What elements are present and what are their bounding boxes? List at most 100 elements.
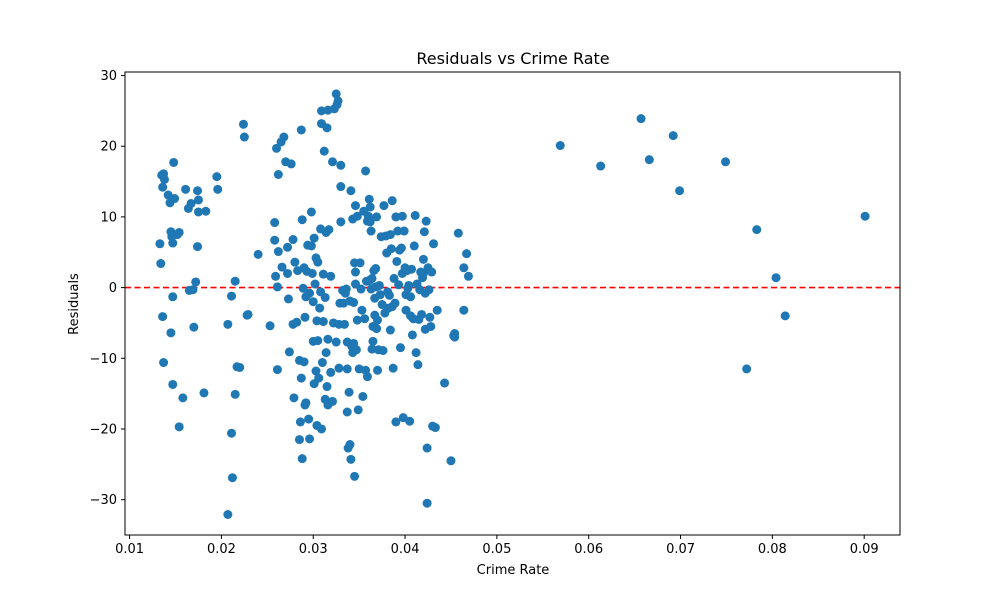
data-point [351,345,361,355]
data-point [721,157,731,167]
data-point [326,367,336,377]
data-point [394,280,404,290]
data-point [169,157,179,167]
data-point [411,348,421,358]
y-axis-label: Residuals [67,273,82,335]
data-point [305,434,315,444]
data-point [336,182,346,192]
data-point [311,366,321,376]
data-point [333,96,343,106]
x-tick-label: 0.03 [299,542,328,557]
data-point [227,473,237,483]
data-point [296,373,306,383]
data-point [253,249,263,259]
x-tick-label: 0.09 [850,542,879,557]
data-point [440,378,450,388]
data-point [283,242,293,252]
data-point [385,325,395,335]
data-point [352,315,362,325]
data-point [350,201,360,211]
data-point [375,290,385,300]
x-tick-label: 0.02 [207,542,236,557]
data-point [299,357,309,367]
data-point [156,259,166,269]
data-point [396,243,406,253]
data-point [174,227,184,237]
data-point [334,363,344,373]
data-point [309,233,319,243]
data-point [422,498,432,508]
data-point [186,198,196,208]
data-point [297,454,307,464]
data-point [243,309,253,319]
data-point [170,194,180,204]
data-point [295,417,305,427]
data-point [342,364,352,374]
x-tick-label: 0.07 [666,542,695,557]
data-point [273,170,283,179]
data-point [307,268,317,278]
data-point [331,337,341,347]
data-point [742,364,752,374]
data-point [290,257,300,267]
data-point [304,414,314,424]
data-point [405,416,415,426]
data-point [432,305,442,315]
data-point [331,89,341,99]
data-point [288,235,298,245]
data-point [227,428,237,438]
data-point [168,238,178,248]
data-point [213,184,223,194]
data-point [365,217,375,227]
y-tick-label: 20 [100,140,117,155]
data-point [771,273,781,283]
data-point [265,321,275,331]
data-point [392,256,402,266]
data-point [191,277,201,287]
data-point [193,207,203,217]
data-point [166,328,176,338]
data-point [413,360,423,370]
data-point [227,291,237,301]
data-point [365,202,375,212]
data-point [426,321,436,331]
data-point [308,297,318,307]
data-point [271,271,281,281]
data-point [409,241,419,251]
data-point [158,182,168,192]
data-point [322,382,332,392]
data-point [373,315,383,325]
data-point [284,347,294,357]
data-point [336,160,346,170]
data-point [318,269,328,279]
data-point [427,267,437,277]
data-point [168,292,178,302]
data-point [860,211,870,221]
data-point [393,226,403,236]
data-point [425,312,435,322]
data-point [326,271,336,281]
x-axis-label: Crime Rate [477,563,550,578]
data-point [193,242,203,252]
data-point [407,330,417,340]
data-point [310,279,320,289]
chart-title: Residuals vs Crime Rate [416,49,609,68]
x-tick-label: 0.05 [482,542,511,557]
data-point [367,273,377,283]
data-point [320,292,330,302]
data-point [372,212,382,222]
data-point [272,365,282,375]
data-point [283,294,293,304]
x-tick-label: 0.04 [391,542,420,557]
y-tick-label: 10 [100,210,117,225]
data-point [324,225,334,235]
data-point [368,336,378,346]
data-point [345,440,355,450]
data-point [306,241,316,251]
data-point [328,396,338,406]
data-point [675,186,685,196]
data-point [373,365,383,375]
data-point [277,262,287,272]
data-point [346,186,356,196]
